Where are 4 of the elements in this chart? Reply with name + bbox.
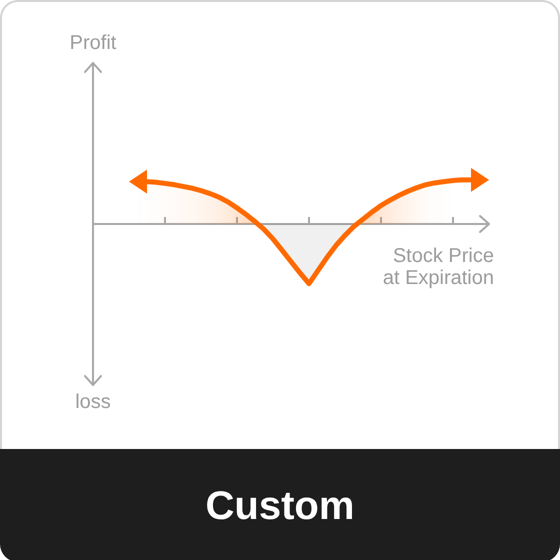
- x-axis-title: Stock Price at Expiration: [382, 245, 494, 289]
- text: Custom: [206, 482, 354, 530]
- text: loss: [75, 391, 111, 413]
- text: Profit: [70, 32, 117, 54]
